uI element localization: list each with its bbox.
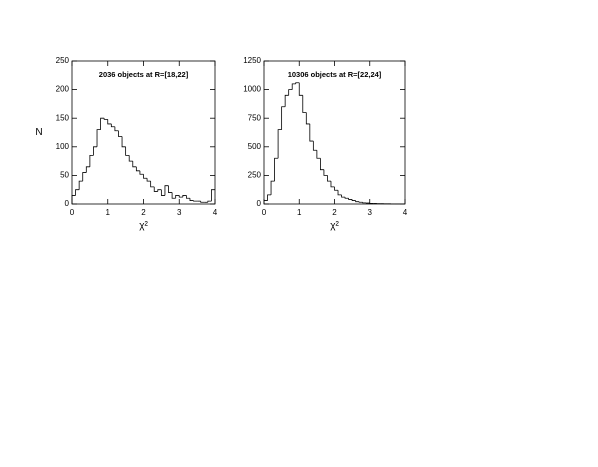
histogram-bin (299, 83, 303, 96)
histogram-bin (126, 147, 130, 156)
histogram-bin (133, 161, 137, 167)
y-tick-label: 100 (56, 142, 70, 151)
histogram-bin (327, 175, 331, 181)
histogram-bin (147, 178, 151, 181)
y-tick-label: 750 (248, 113, 262, 122)
histogram-bin (108, 119, 112, 124)
y-tick-label: 50 (60, 171, 69, 180)
histogram-bin (201, 201, 205, 202)
histogram-bin (292, 84, 296, 90)
histogram-bin (331, 181, 335, 187)
y-tick-label: 150 (56, 113, 70, 122)
histogram-bin (165, 186, 169, 196)
chart-title: 10306 objects at R=[22,24] (288, 70, 382, 79)
histogram-bin (161, 190, 165, 196)
histogram-bin (169, 186, 173, 193)
histogram-bin (320, 158, 324, 169)
histogram-bin (140, 171, 144, 174)
histogram-bin (349, 198, 353, 199)
x-tick-label: 3 (368, 208, 373, 217)
histogram-bin (90, 155, 94, 166)
histogram-bin (356, 201, 360, 202)
histogram-bin (313, 141, 317, 150)
histogram-bin (345, 197, 349, 198)
x-tick-label: 1 (297, 208, 302, 217)
plot-frame (264, 61, 405, 204)
histogram-bin (306, 112, 310, 123)
histogram-bin (104, 118, 108, 119)
x-axis-label: χ² (330, 221, 339, 232)
x-tick-label: 2 (141, 208, 146, 217)
x-tick-label: 4 (213, 208, 218, 217)
histogram-bin (176, 195, 180, 198)
histogram-bin (303, 95, 307, 112)
y-tick-label: 1250 (243, 56, 261, 65)
y-tick-label: 1000 (243, 85, 261, 94)
histogram-bin (363, 202, 367, 203)
histogram-bin (93, 147, 97, 156)
histogram-bin (335, 187, 339, 190)
histogram-bin (190, 198, 194, 200)
x-tick-label: 1 (106, 208, 111, 217)
histogram-bin (271, 181, 275, 195)
histogram-bin (275, 158, 279, 181)
x-tick-label: 2 (332, 208, 337, 217)
y-tick-label: 500 (248, 142, 262, 151)
histogram-bin (324, 170, 328, 176)
histogram-bin (179, 195, 183, 197)
histogram-bin (118, 131, 122, 137)
y-tick-label: 0 (257, 199, 262, 208)
x-axis-label: χ² (139, 221, 148, 232)
histogram-bin (151, 181, 155, 187)
histogram-bin (317, 150, 321, 158)
histogram-bin (129, 155, 133, 161)
histogram-bin (282, 107, 286, 130)
x-tick-label: 0 (70, 208, 75, 217)
histogram-bin (278, 130, 282, 159)
plot-frame (72, 61, 215, 204)
histogram-bin (194, 201, 198, 202)
histogram-bin (289, 90, 293, 96)
histogram-bin (111, 124, 115, 127)
histogram-bin (186, 195, 190, 198)
histogram-bin (136, 167, 140, 171)
y-tick-label: 0 (65, 199, 70, 208)
histogram-bin (101, 118, 105, 129)
histogram-bin (268, 195, 272, 201)
histogram-bin (97, 130, 101, 147)
histogram-bin (144, 174, 148, 178)
histogram-bin (310, 124, 314, 141)
x-tick-label: 3 (177, 208, 182, 217)
histogram-bin (183, 195, 187, 197)
histogram-bin (359, 202, 363, 203)
x-tick-label: 0 (262, 208, 267, 217)
y-tick-label: 250 (248, 171, 262, 180)
y-tick-label: 250 (56, 56, 70, 65)
histogram-bin (158, 190, 162, 192)
histogram-bin (83, 173, 87, 182)
histogram-bin (72, 195, 76, 204)
histogram-bin (79, 181, 83, 190)
histogram-bin (296, 83, 300, 84)
histogram-bin (264, 201, 268, 204)
histogram-bin (172, 193, 176, 199)
y-axis-label: N (35, 127, 42, 138)
chart-title: 2036 objects at R=[18,22] (99, 70, 189, 79)
histogram-bin (342, 195, 346, 197)
histogram-bin (154, 187, 158, 192)
histogram-bin (76, 190, 80, 196)
histogram-bin (86, 167, 90, 173)
histogram-bin (115, 127, 119, 131)
histogram-bin (208, 201, 212, 202)
histogram-bin (285, 95, 289, 106)
histogram-bin (338, 190, 342, 195)
histogram-bin (352, 199, 356, 200)
y-tick-label: 200 (56, 85, 70, 94)
x-tick-label: 4 (403, 208, 408, 217)
histogram-bin (122, 137, 126, 147)
histogram-bin (211, 190, 215, 201)
